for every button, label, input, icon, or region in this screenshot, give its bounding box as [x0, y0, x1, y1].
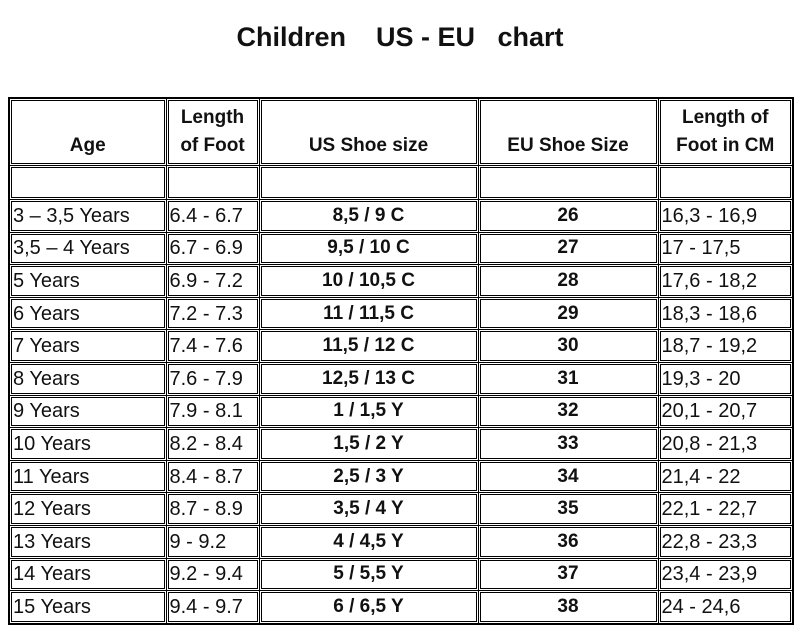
cell: 17 - 17,5 [657, 231, 794, 266]
title: Children US - EU chart [236, 22, 564, 52]
cell: 27 [477, 231, 659, 266]
header-cell: US Shoe size [258, 97, 479, 166]
cell: 31 [477, 361, 659, 396]
cell: 20,1 - 20,7 [657, 394, 794, 429]
cell: 9,5 / 10 C [258, 231, 479, 266]
cell: 5 / 5,5 Y [258, 557, 479, 592]
cell: 6 / 6,5 Y [258, 590, 479, 625]
cell: 33 [477, 427, 659, 461]
cell: 7 Years [8, 329, 167, 363]
cell: 3,5 / 4 Y [258, 492, 479, 526]
data-row: 3,5 – 4 Years 6.7 - 6.9 9,5 / 10 C 27 17 - 1… [8, 231, 794, 266]
cell: 36 [477, 524, 659, 559]
cell: 18,7 - 19,2 [657, 329, 794, 363]
cell: 6.4 - 6.7 [165, 199, 260, 233]
data-row: 13 Years 9 - 9.2 4 / 4,5 Y 36 22,8 - 23,3 [8, 524, 794, 559]
cell: 10 Years [8, 427, 167, 461]
cell: 4 / 4,5 Y [258, 524, 479, 559]
cell: 21,4 - 22 [657, 459, 794, 494]
cell: 22,8 - 23,3 [657, 524, 794, 559]
spacer-row [8, 165, 794, 200]
header-cell: Length of Foot in CM [657, 97, 794, 166]
cell: 6 Years [8, 296, 167, 331]
cell: 7.4 - 7.6 [165, 329, 260, 363]
cell: 37 [477, 557, 659, 592]
cell: 5 Years [8, 264, 167, 298]
header-cell: Length of Foot [165, 97, 260, 166]
cell: 15 Years [8, 590, 167, 625]
cell: 9.4 - 9.7 [165, 590, 260, 625]
cell: 6.9 - 7.2 [165, 264, 260, 298]
cell: 9 Years [8, 394, 167, 429]
cell: 16,3 - 16,9 [657, 199, 794, 233]
data-row: 10 Years 8.2 - 8.4 1,5 / 2 Y 33 20,8 - 21,3 [8, 427, 794, 461]
cell: 32 [477, 394, 659, 429]
header-cell: Age [8, 97, 167, 166]
cell: 9 - 9.2 [165, 524, 260, 559]
cell: 20,8 - 21,3 [657, 427, 794, 461]
cell: 28 [477, 264, 659, 298]
cell: 3 – 3,5 Years [8, 199, 167, 233]
cell: 22,1 - 22,7 [657, 492, 794, 526]
size-table: Age Length of Foot US Shoe size EU Shoe Siz… [8, 97, 794, 625]
cell: 1,5 / 2 Y [258, 427, 479, 461]
cell: 29 [477, 296, 659, 331]
cell: 14 Years [8, 557, 167, 592]
cell: 8 Years [8, 361, 167, 396]
cell: 2,5 / 3 Y [258, 459, 479, 494]
cell: 7.6 - 7.9 [165, 361, 260, 396]
cell: 10 / 10,5 C [258, 264, 479, 298]
cell: 7.2 - 7.3 [165, 296, 260, 331]
cell: 12 Years [8, 492, 167, 526]
data-row: 15 Years 9.4 - 9.7 6 / 6,5 Y 38 24 - 24,6 [8, 590, 794, 625]
cell: 26 [477, 199, 659, 233]
data-row: 7 Years 7.4 - 7.6 11,5 / 12 C 30 18,7 - 19,2 [8, 329, 794, 363]
cell: 17,6 - 18,2 [657, 264, 794, 298]
cell: 24 - 24,6 [657, 590, 794, 625]
cell: 13 Years [8, 524, 167, 559]
cell: 8,5 / 9 C [258, 199, 479, 233]
data-row: 11 Years 8.4 - 8.7 2,5 / 3 Y 34 21,4 - 22 [8, 459, 794, 494]
cell: 11,5 / 12 C [258, 329, 479, 363]
data-row: 3 – 3,5 Years 6.4 - 6.7 8,5 / 9 C 26 16,3 - … [8, 199, 794, 233]
data-row: 9 Years 7.9 - 8.1 1 / 1,5 Y 32 20,1 - 20,7 [8, 394, 794, 429]
cell: 9.2 - 9.4 [165, 557, 260, 592]
cell: 30 [477, 329, 659, 363]
cell: 34 [477, 459, 659, 494]
cell: 1 / 1,5 Y [258, 394, 479, 429]
cell: 35 [477, 492, 659, 526]
cell: 11 / 11,5 C [258, 296, 479, 331]
data-row: 8 Years 7.6 - 7.9 12,5 / 13 C 31 19,3 - 20 [8, 361, 794, 396]
cell: 18,3 - 18,6 [657, 296, 794, 331]
cell: 6.7 - 6.9 [165, 231, 260, 266]
cell: 23,4 - 23,9 [657, 557, 794, 592]
header-row: Age Length of Foot US Shoe size EU Shoe Siz… [8, 97, 794, 166]
cell: 3,5 – 4 Years [8, 231, 167, 266]
cell: 8.7 - 8.9 [165, 492, 260, 526]
cell: 19,3 - 20 [657, 361, 794, 396]
header-cell: EU Shoe Size [477, 97, 659, 166]
data-row: 14 Years 9.2 - 9.4 5 / 5,5 Y 37 23,4 - 23,9 [8, 557, 794, 592]
cell: 8.4 - 8.7 [165, 459, 260, 494]
data-row: 12 Years 8.7 - 8.9 3,5 / 4 Y 35 22,1 - 22,7 [8, 492, 794, 526]
cell: 11 Years [8, 459, 167, 494]
cell: 12,5 / 13 C [258, 361, 479, 396]
data-row: 6 Years 7.2 - 7.3 11 / 11,5 C 29 18,3 - 18,6 [8, 296, 794, 331]
cell: 8.2 - 8.4 [165, 427, 260, 461]
data-row: 5 Years 6.9 - 7.2 10 / 10,5 C 28 17,6 - 18,2 [8, 264, 794, 298]
cell: 38 [477, 590, 659, 625]
cell: 7.9 - 8.1 [165, 394, 260, 429]
